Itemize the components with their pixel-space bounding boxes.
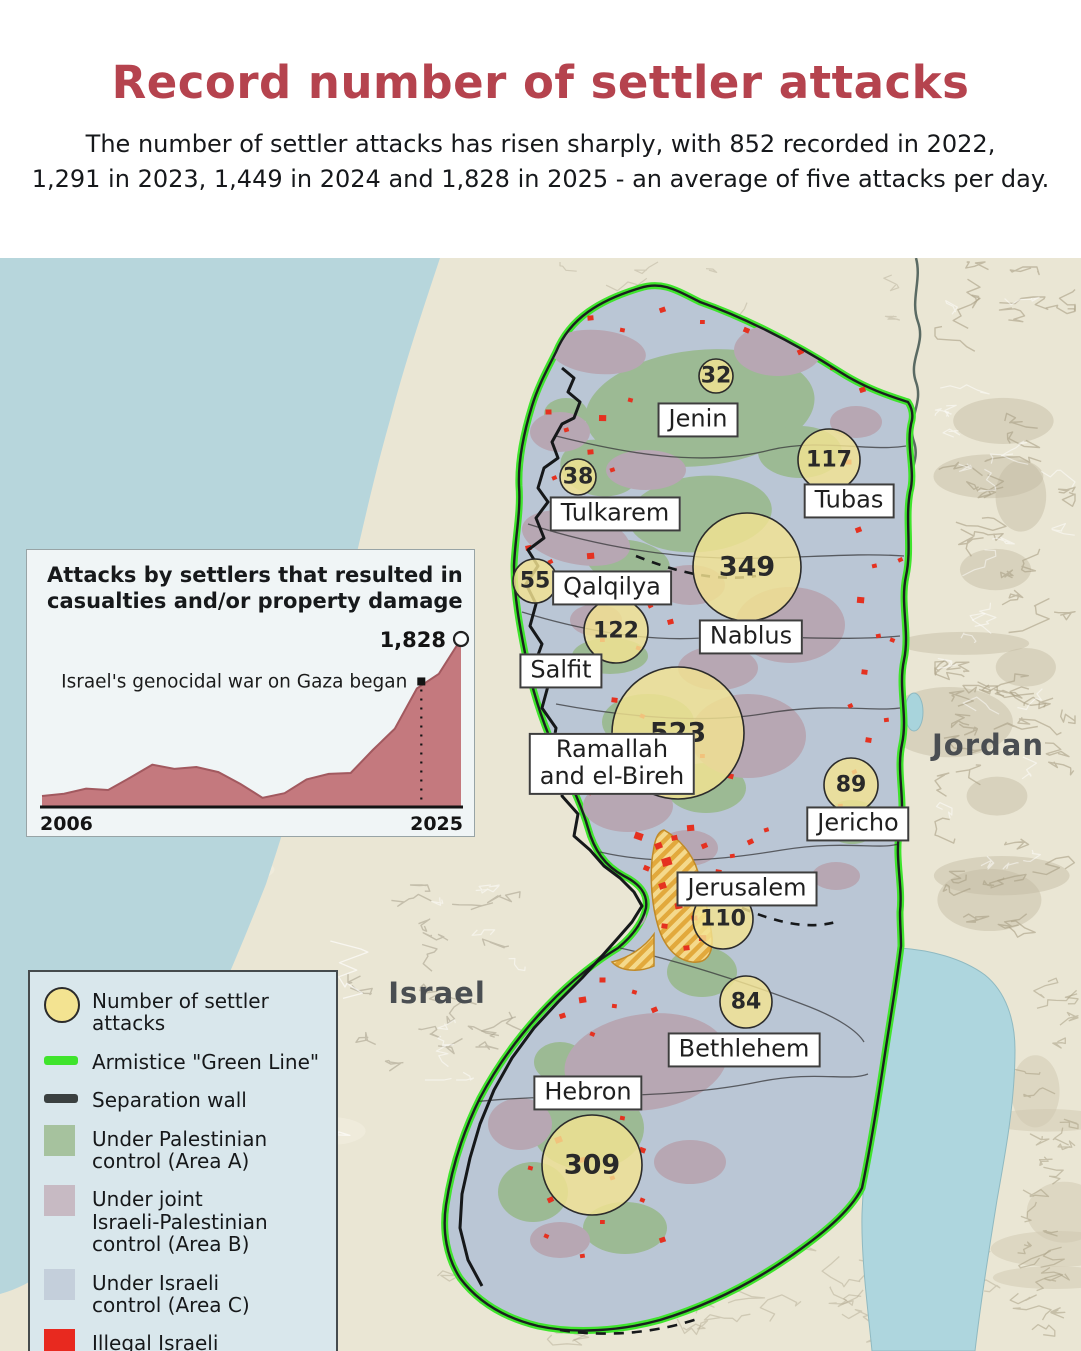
legend-item-circle: Number of settler attacks: [44, 987, 324, 1035]
attack-count-bethlehem: 84: [731, 990, 762, 1015]
attack-count-hebron: 309: [564, 1150, 620, 1181]
legend-item-green-line: Armistice "Green Line": [44, 1048, 324, 1073]
region-circle-tulkarem: 38: [559, 458, 597, 496]
legend-label: Armistice "Green Line": [92, 1049, 320, 1074]
region-label-jerusalem: Jerusalem: [676, 871, 818, 907]
legend-swatch-circle-icon: [44, 987, 80, 1023]
legend-label: Number of settler attacks: [92, 989, 269, 1036]
legend-label: Under Israeli control (Area C): [92, 1270, 250, 1317]
region-circle-qalqilya: 55: [512, 558, 558, 604]
legend-label: Under joint Israeli-Palestinian control …: [92, 1187, 268, 1257]
legend-swatch-square-b-icon: [44, 1185, 75, 1217]
header: Record number of settler attacks The num…: [0, 0, 1081, 258]
region-label-salfit: Salfit: [519, 653, 603, 689]
legend-item-square-red: Illegal Israeli settlements and outposts: [44, 1329, 324, 1351]
attack-count-qalqilya: 55: [520, 569, 551, 594]
region-label-tubas: Tubas: [803, 483, 895, 519]
region-label-ramallah-and-el-bireh: Ramallah and el-Bireh: [528, 732, 696, 796]
area-series-line: [41, 638, 462, 799]
peak-value-marker: [452, 630, 470, 648]
legend-label: Separation wall: [92, 1088, 247, 1113]
region-label-hebron: Hebron: [533, 1075, 643, 1111]
legend-swatch-square-a-icon: [44, 1124, 75, 1156]
region-label-jericho: Jericho: [806, 806, 910, 842]
legend-swatch-green-line-icon: [44, 1055, 78, 1065]
peak-value-label: 1,828: [380, 628, 446, 652]
subtitle-line-2: 1,291 in 2023, 1,449 in 2024 and 1,828 i…: [31, 165, 1050, 193]
attack-count-salfit: 122: [593, 619, 639, 644]
jordan-river: [908, 258, 922, 491]
region-circle-nablus: 349: [692, 512, 802, 622]
region-label-jenin: Jenin: [657, 402, 739, 438]
region-circle-tubas: 117: [797, 428, 861, 492]
region-label-bethlehem: Bethlehem: [667, 1032, 821, 1068]
country-label-jordan: Jordan: [932, 728, 1044, 762]
page-title: Record number of settler attacks: [111, 56, 970, 109]
region-circle-hebron: 309: [541, 1114, 643, 1216]
region-label-nablus: Nablus: [698, 619, 804, 655]
subtitle-line-1: The number of settler attacks has risen …: [85, 130, 996, 158]
legend-swatch-square-c-icon: [44, 1268, 75, 1300]
legend-item-square-c: Under Israeli control (Area C): [44, 1268, 324, 1317]
west-bank-map: 3238117553491225238911084309 JeninTulkar…: [0, 258, 1081, 1351]
attack-count-tubas: 117: [806, 448, 852, 473]
legend-swatch-dark-line-icon: [44, 1094, 78, 1104]
region-circle-jenin: 32: [698, 358, 734, 394]
region-label-qalqilya: Qalqilya: [552, 570, 672, 606]
inset-chart: Attacks by settlers that resulted in cas…: [26, 549, 475, 837]
legend-swatch-square-red-icon: [44, 1329, 75, 1351]
legend-item-dark-line: Separation wall: [44, 1086, 324, 1113]
region-circle-bethlehem: 84: [719, 975, 773, 1029]
x-axis-label-end: 2025: [410, 813, 463, 835]
jordan-valley-lake: [904, 692, 924, 732]
annotation-square-marker: [417, 677, 426, 686]
inset-chart-title: Attacks by settlers that resulted in cas…: [47, 563, 463, 614]
legend-item-square-b: Under joint Israeli-Palestinian control …: [44, 1185, 324, 1255]
region-circle-salfit: 122: [583, 598, 649, 664]
attack-count-jerusalem: 110: [700, 907, 746, 932]
page-subtitle: The number of settler attacks has risen …: [0, 127, 1081, 197]
legend-item-square-a: Under Palestinian control (Area A): [44, 1124, 324, 1173]
legend-label: Under Palestinian control (Area A): [92, 1126, 268, 1173]
map-legend: Number of settler attacks Armistice "Gree…: [28, 970, 338, 1351]
attack-count-nablus: 349: [719, 552, 775, 583]
attack-count-jericho: 89: [836, 773, 867, 798]
region-circle-jericho: 89: [823, 757, 879, 813]
annotation-label: Israel's genocidal war on Gaza began: [61, 671, 407, 692]
attack-count-jenin: 32: [701, 364, 732, 389]
area-series-fill: [42, 639, 461, 807]
x-axis-label-start: 2006: [40, 813, 93, 835]
region-label-tulkarem: Tulkarem: [549, 496, 681, 532]
attack-count-tulkarem: 38: [563, 465, 594, 490]
legend-label: Illegal Israeli settlements and outposts: [92, 1331, 219, 1351]
country-label-israel: Israel: [388, 976, 486, 1010]
inset-chart-canvas: Israel's genocidal war on Gaza began 1,8…: [40, 628, 470, 835]
